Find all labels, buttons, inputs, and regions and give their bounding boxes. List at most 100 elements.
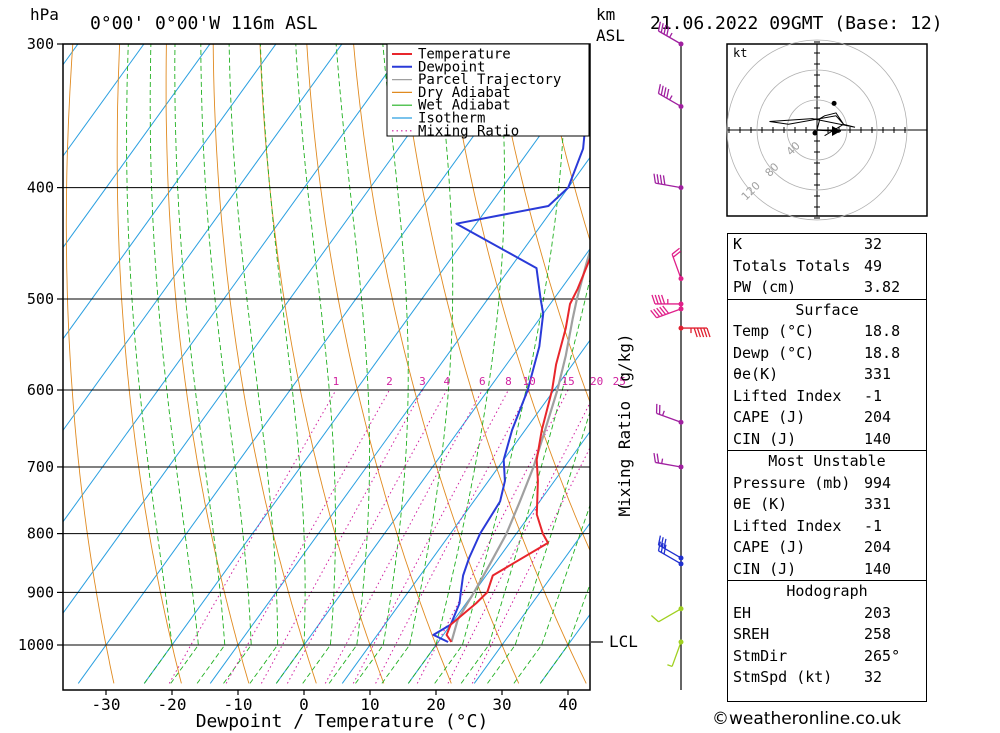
surface-index-row: Temp (°C) 18.8 [728, 321, 926, 343]
mixing-ratio-labels: 1 2 3 4 6 8 10 15 20 25 [333, 375, 626, 388]
dry-adiabat-line [353, 44, 520, 684]
wind-barb [650, 305, 684, 319]
pressure-tick-label: 800 [27, 525, 54, 543]
wind-barb [657, 535, 684, 561]
unstable-index-label: CIN (J) [733, 559, 797, 578]
unstable-index-value: -1 [864, 516, 883, 535]
mixing-ratio-lines [168, 389, 590, 684]
surface-index-row: Lifted Index -1 [728, 386, 926, 408]
wind-barb [657, 21, 684, 47]
legend-label-dewpoint: Dewpoint [418, 59, 485, 75]
surface-index-value: -1 [864, 386, 883, 405]
pressure-tick-label: 700 [27, 458, 54, 476]
unstable-index-row: Pressure (mb) 994 [728, 473, 926, 495]
hodograph-unit-label: kt [733, 46, 747, 60]
dry-adiabat-line [399, 44, 587, 684]
pressure-tick-label: 500 [27, 290, 54, 308]
general-index-label: Totals Totals [733, 256, 851, 275]
hodograph-index-value: 203 [864, 603, 892, 622]
most-unstable-section: Most Unstable Pressure (mb) 994 θE (K) 331 L… [728, 451, 926, 581]
surface-index-label: Lifted Index [733, 386, 842, 405]
surface-index-value: 18.8 [864, 343, 901, 362]
surface-index-value: 140 [864, 429, 892, 448]
hodograph-index-row: SREH 258 [728, 624, 926, 646]
dry-adiabat-line [116, 44, 182, 684]
isobar-lines [63, 44, 590, 646]
general-index-value: 49 [864, 256, 883, 275]
wet-adiabat-line [539, 583, 590, 684]
pressure-tick-label: 300 [27, 35, 54, 53]
legend-label-mixing_ratio: Mixing Ratio [418, 123, 519, 139]
temperature-line [445, 255, 590, 643]
general-index-value: 32 [864, 235, 883, 253]
unstable-index-row: Lifted Index -1 [728, 516, 926, 538]
surface-title: Surface [795, 300, 859, 319]
hodograph-index-row: StmSpd (kt) 32 [728, 667, 926, 689]
mixing-ratio-axis-label: Mixing Ratio (g/kg) [615, 333, 634, 516]
general-indices: K 32 Totals Totals 49 PW (cm) 3.82 [728, 234, 926, 300]
dry-adiabat-line [446, 44, 590, 552]
hodograph-index-label: StmDir [733, 646, 788, 665]
mixing-ratio-label: 20 [590, 375, 603, 388]
hodograph-point [831, 100, 837, 106]
surface-index-value: 18.8 [864, 322, 901, 340]
isotherm-line [275, 248, 590, 684]
surface-section: Surface Temp (°C) 18.8 Dewp (°C) 18.8 θe(K) 3… [728, 300, 926, 451]
temperature-tick-label: -20 [158, 695, 187, 714]
mixing-ratio-label: 2 [386, 375, 393, 388]
location-title: 0°00' 0°00'W 116m ASL [90, 13, 318, 34]
mixing-ratio-line [286, 389, 448, 684]
dry-adiabat-lines [65, 44, 590, 684]
general-index-row: K 32 [728, 234, 926, 256]
mixing-ratio-line [168, 389, 337, 684]
wind-barb [653, 452, 684, 470]
hodograph-index-label: StmSpd (kt) [733, 668, 833, 686]
wet-adiabat-line [295, 44, 336, 684]
surface-index-label: θe(K) [733, 365, 779, 383]
hodograph-index-value: 265° [864, 646, 901, 665]
lcl-marker: LCL [591, 632, 638, 651]
mixing-ratio-line [447, 401, 590, 684]
temperature-tick-label: 30 [492, 695, 511, 714]
legend-label-isotherm: Isotherm [418, 111, 485, 127]
mixing-ratio-label: 25 [613, 375, 626, 388]
temperature-tick-label: 0 [299, 695, 309, 714]
hodograph-ring [756, 69, 878, 191]
legend-label-dry_adiabat: Dry Adiabat [418, 85, 511, 101]
copyright: ©weatheronline.co.uk [712, 709, 902, 729]
hodograph-ring [786, 99, 848, 161]
wet-adiabat-line [174, 44, 226, 684]
hodograph-index-row: EH 203 [728, 603, 926, 625]
wet-adiabat-lines [126, 44, 590, 684]
wind-barb [657, 541, 684, 567]
km-label: km [596, 5, 615, 24]
general-index-row: Totals Totals 49 [728, 256, 926, 278]
legend-label-temperature: Temperature [418, 47, 511, 63]
dry-adiabat-line [212, 44, 317, 684]
isotherm-line [63, 44, 277, 340]
pressure-tick-label: 1000 [18, 636, 54, 654]
isotherm-line [63, 44, 211, 249]
wet-adiabat-line [434, 44, 566, 684]
general-index-label: PW (cm) [733, 278, 797, 296]
legend-label-wet_adiabat: Wet Adiabat [418, 98, 511, 114]
surface-index-row: θe(K) 331 [728, 364, 926, 386]
pressure-axis: 300 400 500 600 700 800 900 1000 [18, 35, 63, 654]
temperature-tick-label: 40 [558, 695, 577, 714]
unstable-index-label: θE (K) [733, 495, 788, 513]
wet-adiabat-line [126, 44, 173, 684]
wet-adiabat-line [328, 44, 370, 684]
unstable-index-row: θE (K) 331 [728, 494, 926, 516]
wet-adiabat-line [513, 503, 590, 684]
asl-label: ASL [596, 26, 625, 45]
hodograph-ring [726, 39, 908, 221]
lcl-label: LCL [609, 632, 638, 651]
temperature-tick-label: 20 [426, 695, 445, 714]
mixing-ratio-label: 3 [419, 375, 426, 388]
hodograph-index-label: SREH [733, 625, 770, 643]
dry-adiabat-line [306, 44, 452, 684]
general-index-value: 3.82 [864, 278, 901, 296]
surface-index-value: 204 [864, 408, 892, 426]
mixing-ratio-line [352, 389, 509, 684]
surface-index-label: CAPE (J) [733, 408, 806, 426]
